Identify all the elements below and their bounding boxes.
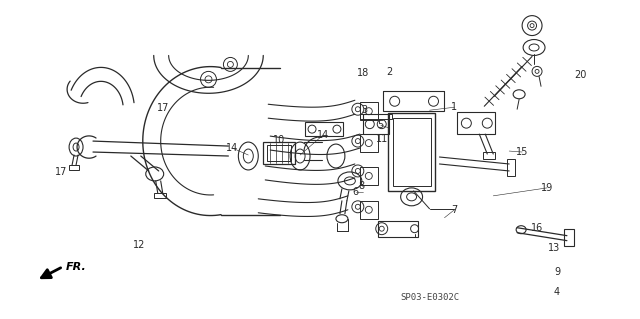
Text: 14: 14 [227, 143, 239, 153]
Bar [388, 113, 435, 191]
Bar [360, 167, 378, 185]
Bar [69, 165, 79, 170]
Text: 5: 5 [378, 120, 384, 130]
Text: 16: 16 [531, 223, 543, 233]
Text: 9: 9 [554, 266, 560, 277]
Text: 17: 17 [55, 167, 67, 177]
Text: 17: 17 [157, 103, 169, 113]
Text: 1: 1 [451, 102, 458, 112]
Text: 13: 13 [548, 243, 560, 253]
Bar [483, 152, 495, 159]
Text: 3: 3 [362, 105, 368, 115]
Bar [360, 134, 378, 152]
Text: 19: 19 [541, 183, 553, 193]
Text: FR.: FR. [66, 262, 87, 271]
Bar [305, 122, 343, 136]
Text: 2: 2 [387, 67, 393, 78]
Bar [393, 118, 431, 186]
Text: 12: 12 [132, 240, 145, 250]
Bar [564, 229, 574, 246]
Text: SP03-E0302C: SP03-E0302C [400, 293, 459, 302]
Bar [263, 142, 295, 164]
Text: 10: 10 [273, 135, 285, 145]
Text: 11: 11 [376, 134, 388, 144]
Text: 8: 8 [359, 181, 365, 191]
Bar [458, 112, 495, 134]
Bar [360, 102, 378, 120]
Text: 14: 14 [317, 130, 329, 140]
Text: 18: 18 [356, 68, 369, 78]
Text: 15: 15 [516, 147, 528, 157]
Bar [383, 91, 444, 111]
Text: 4: 4 [554, 287, 560, 297]
Bar [360, 114, 392, 119]
Bar [360, 201, 378, 219]
Bar [507, 159, 515, 176]
Text: 7: 7 [451, 205, 458, 215]
Bar [378, 221, 417, 237]
Bar [268, 145, 291, 161]
Text: 6: 6 [353, 187, 359, 197]
Bar [363, 114, 388, 134]
Bar [154, 193, 166, 198]
Text: 20: 20 [575, 70, 587, 80]
